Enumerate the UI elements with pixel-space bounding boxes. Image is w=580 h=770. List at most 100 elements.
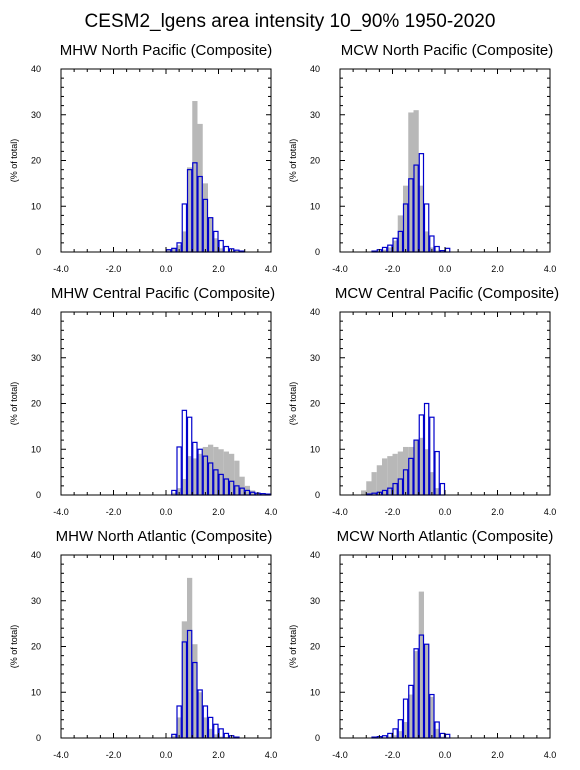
y-tick-label: 30 bbox=[31, 110, 41, 120]
y-tick-label: 10 bbox=[31, 444, 41, 454]
y-axis-label: (% of total) bbox=[288, 139, 298, 183]
gray-bar bbox=[418, 591, 424, 738]
y-tick-label: 30 bbox=[31, 353, 41, 363]
x-tick-label: 0.0 bbox=[160, 750, 173, 760]
gray-bar bbox=[213, 238, 219, 252]
x-tick-label: -2.0 bbox=[385, 264, 401, 274]
x-tick-label: 2.0 bbox=[212, 507, 225, 517]
gray-bar bbox=[208, 217, 214, 252]
axes-frame bbox=[339, 311, 551, 496]
gray-bar bbox=[429, 696, 435, 738]
y-axis-label: (% of total) bbox=[288, 382, 298, 426]
gray-bar bbox=[424, 449, 430, 495]
gray-bar bbox=[387, 247, 393, 252]
gray-bar bbox=[403, 446, 409, 495]
histogram-panel: MCW North Pacific (Composite) -4.0 -2.0 0.0… bbox=[288, 42, 556, 274]
gray-bar bbox=[408, 112, 414, 253]
y-tick-label: 40 bbox=[310, 64, 320, 74]
gray-bar bbox=[408, 694, 414, 738]
y-tick-label: 0 bbox=[315, 733, 320, 743]
panel-title: MCW North Atlantic (Composite) bbox=[337, 528, 554, 545]
y-axis-label: (% of total) bbox=[9, 625, 19, 669]
gray-bar bbox=[403, 721, 409, 738]
y-tick-label: 40 bbox=[31, 307, 41, 317]
y-tick-label: 20 bbox=[310, 399, 320, 409]
gray-bar bbox=[176, 717, 182, 738]
gray-bar bbox=[413, 110, 419, 252]
gray-bar bbox=[192, 458, 198, 495]
gray-bar bbox=[171, 735, 177, 738]
gray-bar bbox=[439, 736, 445, 738]
y-tick-label: 0 bbox=[36, 490, 41, 500]
gray-bar bbox=[223, 451, 229, 495]
x-tick-label: 2.0 bbox=[491, 264, 504, 274]
x-tick-label: -4.0 bbox=[53, 750, 69, 760]
panel-title: MCW North Pacific (Composite) bbox=[341, 42, 554, 59]
gray-bar bbox=[197, 123, 203, 253]
gray-bar bbox=[434, 728, 440, 738]
x-tick-label: -2.0 bbox=[106, 750, 122, 760]
gray-bar bbox=[181, 478, 187, 495]
y-tick-label: 20 bbox=[310, 642, 320, 652]
y-tick-label: 0 bbox=[36, 733, 41, 743]
gray-bar bbox=[397, 731, 403, 738]
x-tick-label: 0.0 bbox=[439, 507, 452, 517]
x-tick-label: -4.0 bbox=[332, 750, 348, 760]
y-tick-label: 30 bbox=[310, 596, 320, 606]
y-tick-label: 0 bbox=[36, 247, 41, 257]
gray-bar bbox=[181, 621, 187, 738]
gray-bar bbox=[361, 490, 367, 495]
gray-bar bbox=[187, 577, 193, 738]
x-tick-label: -4.0 bbox=[53, 264, 69, 274]
gray-bar bbox=[192, 101, 198, 253]
y-axis-label: (% of total) bbox=[9, 139, 19, 183]
gray-bar bbox=[424, 231, 430, 252]
gray-bar bbox=[387, 736, 393, 738]
y-tick-label: 30 bbox=[310, 110, 320, 120]
gray-bar bbox=[208, 728, 214, 738]
gray-bar bbox=[176, 488, 182, 495]
y-tick-label: 20 bbox=[310, 156, 320, 166]
panel-title: MHW North Pacific (Composite) bbox=[60, 42, 273, 59]
y-tick-label: 10 bbox=[310, 444, 320, 454]
gray-bar bbox=[197, 453, 203, 495]
gray-bar bbox=[424, 644, 430, 738]
gray-bar bbox=[187, 167, 193, 252]
gray-bar bbox=[202, 717, 208, 738]
y-tick-label: 40 bbox=[310, 550, 320, 560]
blue-outline-bar bbox=[223, 245, 230, 253]
histogram-panel: MHW North Pacific (Composite) -4.0 -2.0 0.0… bbox=[9, 42, 277, 274]
x-tick-label: 0.0 bbox=[439, 750, 452, 760]
x-tick-label: 4.0 bbox=[544, 507, 557, 517]
histogram-panel: MHW North Atlantic (Composite) -4.0 -2.0 0.… bbox=[9, 528, 277, 760]
gray-bar bbox=[397, 215, 403, 252]
gray-bar bbox=[387, 456, 393, 495]
gray-bar bbox=[187, 456, 193, 495]
gray-bar bbox=[429, 472, 435, 495]
histogram-panel: MHW Central Pacific (Composite) -4.0 -2.0 0… bbox=[9, 285, 277, 517]
gray-bar bbox=[197, 692, 203, 738]
x-tick-label: 2.0 bbox=[212, 750, 225, 760]
gray-bar bbox=[408, 446, 414, 495]
panels: MHW North Pacific (Composite) -4.0 -2.0 0.0… bbox=[9, 42, 559, 760]
gray-bar bbox=[371, 472, 377, 495]
figure-title: CESM2_lgens area intensity 10_90% 1950-2… bbox=[85, 11, 496, 32]
gray-bar bbox=[176, 245, 182, 252]
axes-frame bbox=[60, 554, 272, 739]
gray-bar bbox=[413, 651, 419, 738]
y-tick-label: 20 bbox=[31, 399, 41, 409]
axes-frame bbox=[60, 68, 272, 253]
gray-bar bbox=[434, 250, 440, 252]
gray-bar bbox=[413, 440, 419, 495]
x-tick-label: 4.0 bbox=[265, 507, 278, 517]
histogram-panel: MCW North Atlantic (Composite) -4.0 -2.0 0.… bbox=[288, 528, 556, 760]
y-tick-label: 0 bbox=[315, 247, 320, 257]
gray-bar bbox=[171, 248, 177, 252]
x-tick-label: 4.0 bbox=[265, 264, 278, 274]
gray-bar bbox=[392, 240, 398, 252]
gray-bar bbox=[382, 458, 388, 495]
gray-bar bbox=[392, 453, 398, 495]
x-tick-label: 0.0 bbox=[439, 264, 452, 274]
gray-bar bbox=[218, 248, 224, 252]
